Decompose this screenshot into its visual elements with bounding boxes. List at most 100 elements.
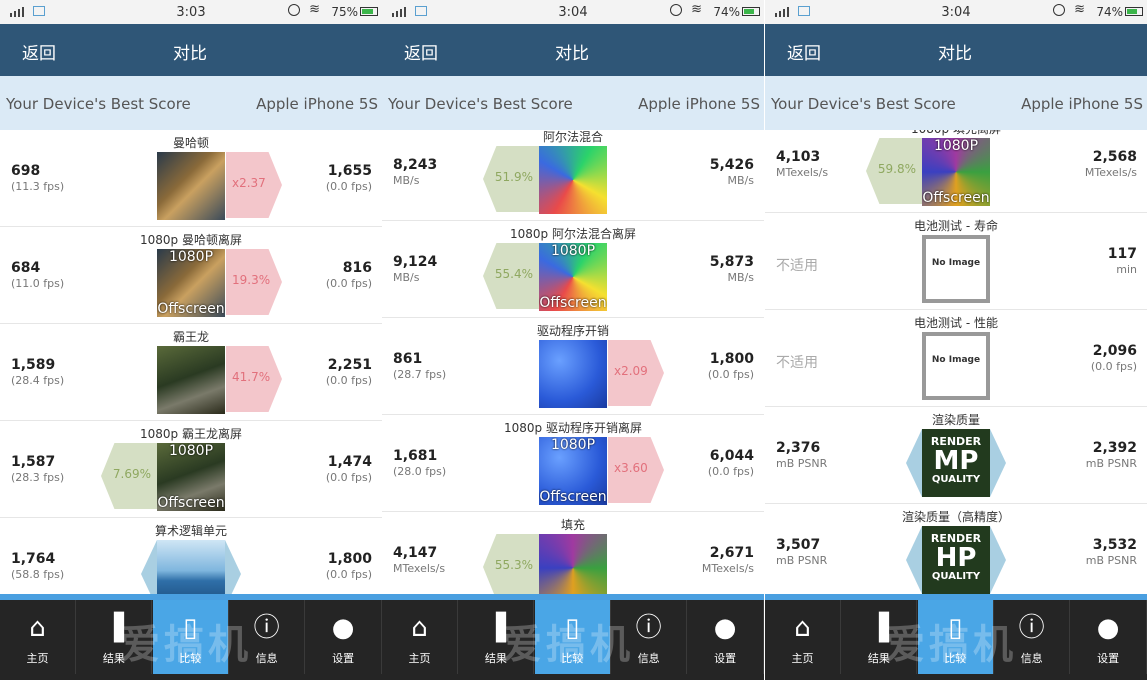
not-applicable-label: 不适用	[776, 258, 818, 274]
tab-phone[interactable]: ▯ 比较	[152, 600, 229, 674]
comparison-row[interactable]: 1080p 曼哈顿离屏 684 (11.0 fps) 816 (0.0 fps) 19.3…	[0, 227, 382, 324]
device-score-unit: MTexels/s	[393, 562, 446, 575]
comparison-row[interactable]: 填充 4,147 MTexels/s 2,671 MTexels/s 55.3%	[382, 512, 764, 600]
comparison-row[interactable]: 驱动程序开销 861 (28.7 fps) 1,800 (0.0 fps) x2.09	[382, 318, 764, 415]
phone-screen: 3:03 ≋ 75% 返回 对比 Your Device's Best Score Appl…	[0, 0, 382, 680]
comparison-row[interactable]: 霸王龙 1,589 (28.4 fps) 2,251 (0.0 fps) 41.7%	[0, 324, 382, 421]
thumb-caption: 1080P	[168, 249, 214, 265]
thumb-caption: Offscreen	[539, 489, 607, 505]
tab-label: 结果	[867, 652, 890, 665]
thumb-caption: Offscreen	[539, 295, 607, 311]
tab-user[interactable]: ● 设置	[1071, 600, 1147, 674]
tab-bar: ⌂ 主页 ▐ 结果 ▯ 比较 ⓘ 信息 ● 设置	[382, 594, 764, 680]
comparison-row[interactable]: 阿尔法混合 8,243 MB/s 5,426 MB/s 51.9%	[382, 130, 764, 221]
comparison-list[interactable]: 阿尔法混合 8,243 MB/s 5,426 MB/s 51.9% 1080p 阿尔法混合离…	[382, 130, 764, 600]
comparison-row[interactable]: 1080p 驱动程序开销离屏 1,681 (28.0 fps) 6,044 (0.0 f…	[382, 415, 764, 512]
test-name: 电池测试 - 寿命	[914, 219, 998, 233]
reference-score: 1,655	[327, 163, 372, 179]
nav-bar: 返回 对比	[765, 24, 1147, 76]
tab-info[interactable]: ⓘ 信息	[994, 600, 1071, 674]
comparison-row[interactable]: 电池测试 - 寿命 不适用 117 min No Image	[765, 213, 1147, 310]
comparison-list[interactable]: 曼哈顿 698 (11.3 fps) 1,655 (0.0 fps) x2.37 1080p…	[0, 130, 382, 600]
back-button[interactable]: 返回	[22, 44, 56, 64]
comparison-row[interactable]: 渲染质量（高精度） 3,507 mB PSNR 3,532 mB PSNR RENDER H…	[765, 504, 1147, 600]
comparison-row[interactable]: 曼哈顿 698 (11.3 fps) 1,655 (0.0 fps) x2.37	[0, 130, 382, 227]
device-score-unit: mB PSNR	[776, 457, 828, 470]
tab-bar-chart[interactable]: ▐ 结果	[76, 600, 153, 674]
page-title: 对比	[555, 44, 589, 64]
tab-home[interactable]: ⌂ 主页	[382, 600, 458, 674]
reference-device-label: Apple iPhone 5S	[638, 95, 760, 113]
reference-score: 2,568	[1092, 149, 1137, 165]
tab-home[interactable]: ⌂ 主页	[0, 600, 76, 674]
reference-score-unit: (0.0 fps)	[325, 568, 372, 581]
comparison-list[interactable]: 1080p 填充离屏4,103MTexels/s2,568MTexels/s59…	[765, 130, 1147, 600]
tab-bar-chart[interactable]: ▐ 结果	[841, 600, 918, 674]
test-thumbnail: 1080P Offscreen	[157, 249, 225, 317]
status-bar: 3:04 ≋ 74%	[765, 0, 1147, 24]
gallery-icon	[415, 6, 427, 16]
tab-home[interactable]: ⌂ 主页	[765, 600, 841, 674]
phone-icon: ▯	[565, 613, 580, 643]
tab-label: 结果	[484, 652, 507, 665]
device-score: 2,376	[776, 440, 821, 456]
phone-screen: 3:04 ≋ 74% 返回 对比 Your Device's Best Score Appl…	[765, 0, 1147, 680]
back-button[interactable]: 返回	[404, 44, 438, 64]
back-button[interactable]: 返回	[787, 44, 821, 64]
device-score: 1,764	[11, 551, 56, 567]
tab-user[interactable]: ● 设置	[306, 600, 382, 674]
reference-score-unit: mB PSNR	[1085, 457, 1137, 470]
tab-phone[interactable]: ▯ 比较	[534, 600, 611, 674]
reference-score: 117	[1107, 246, 1137, 262]
wifi-icon: ≋	[1074, 2, 1085, 17]
test-name: 1080p 驱动程序开销离屏	[504, 421, 642, 435]
not-applicable-label: 不适用	[776, 355, 818, 371]
tab-label: 设置	[332, 652, 355, 665]
tab-info[interactable]: ⓘ 信息	[229, 600, 306, 674]
tab-phone[interactable]: ▯ 比较	[917, 600, 994, 674]
faster-indicator: 55.4%	[483, 243, 539, 309]
test-name: 算术逻辑单元	[154, 524, 227, 538]
watermark: 爱搞机	[502, 622, 634, 668]
comparison-row[interactable]: 1080p 阿尔法混合离屏 9,124 MB/s 5,873 MB/s 55.4% 1080…	[382, 221, 764, 318]
comparison-row[interactable]: 算术逻辑单元 1,764 (58.8 fps) 1,800 (0.0 fps)	[0, 518, 382, 600]
diff-value: 51.9%	[494, 170, 533, 184]
bar-chart-icon: ▐	[485, 613, 506, 643]
device-score-unit: (28.7 fps)	[393, 368, 447, 381]
comparison-row[interactable]: 1080p 霸王龙离屏 1,587 (28.3 fps) 1,474 (0.0 fps)…	[0, 421, 382, 518]
comparison-row[interactable]: 电池测试 - 性能 不适用 2,096 (0.0 fps) No Image	[765, 310, 1147, 407]
reference-score: 1,800	[327, 551, 372, 567]
tab-user[interactable]: ● 设置	[688, 600, 764, 674]
tab-info[interactable]: ⓘ 信息	[611, 600, 688, 674]
test-thumbnail: RENDER MP QUALITY	[922, 429, 990, 497]
test-name: 电池测试 - 性能	[914, 316, 998, 330]
wifi-icon: ≋	[691, 2, 702, 17]
alarm-icon	[1053, 4, 1065, 16]
phone-icon: ▯	[948, 613, 963, 643]
user-icon: ●	[1096, 613, 1120, 643]
device-score: 4,103	[776, 149, 821, 165]
reference-device-label: Apple iPhone 5S	[256, 95, 378, 113]
reference-score-unit: MTexels/s	[701, 562, 754, 575]
test-name: 渲染质量	[931, 413, 980, 427]
device-score: 8,243	[393, 157, 438, 173]
comparison-row[interactable]: 渲染质量 2,376 mB PSNR 2,392 mB PSNR RENDER MP QUAL…	[765, 407, 1147, 504]
reference-score-unit: MTexels/s	[1084, 166, 1137, 179]
comparison-row[interactable]: 1080p 填充离屏4,103MTexels/s2,568MTexels/s59…	[765, 130, 1147, 213]
test-thumbnail	[157, 346, 225, 414]
thumb-caption: Offscreen	[157, 301, 225, 317]
reference-score: 2,096	[1092, 343, 1137, 359]
reference-score: 816	[342, 260, 372, 276]
test-name: 1080p 阿尔法混合离屏	[510, 227, 636, 241]
device-score-unit: MB/s	[393, 271, 420, 284]
reference-score-unit: (0.0 fps)	[325, 374, 372, 387]
no-image-placeholder: No Image	[922, 332, 990, 400]
status-bar: 3:03 ≋ 75%	[0, 0, 382, 24]
tab-bar-chart[interactable]: ▐ 结果	[458, 600, 535, 674]
test-name: 1080p 曼哈顿离屏	[140, 233, 242, 247]
reference-score-unit: (0.0 fps)	[325, 180, 372, 193]
reference-score-unit: (0.0 fps)	[325, 277, 372, 290]
slower-indicator: x2.37	[226, 152, 282, 218]
thumb-caption: QUALITY	[931, 474, 981, 485]
tab-label: 主页	[408, 652, 431, 665]
